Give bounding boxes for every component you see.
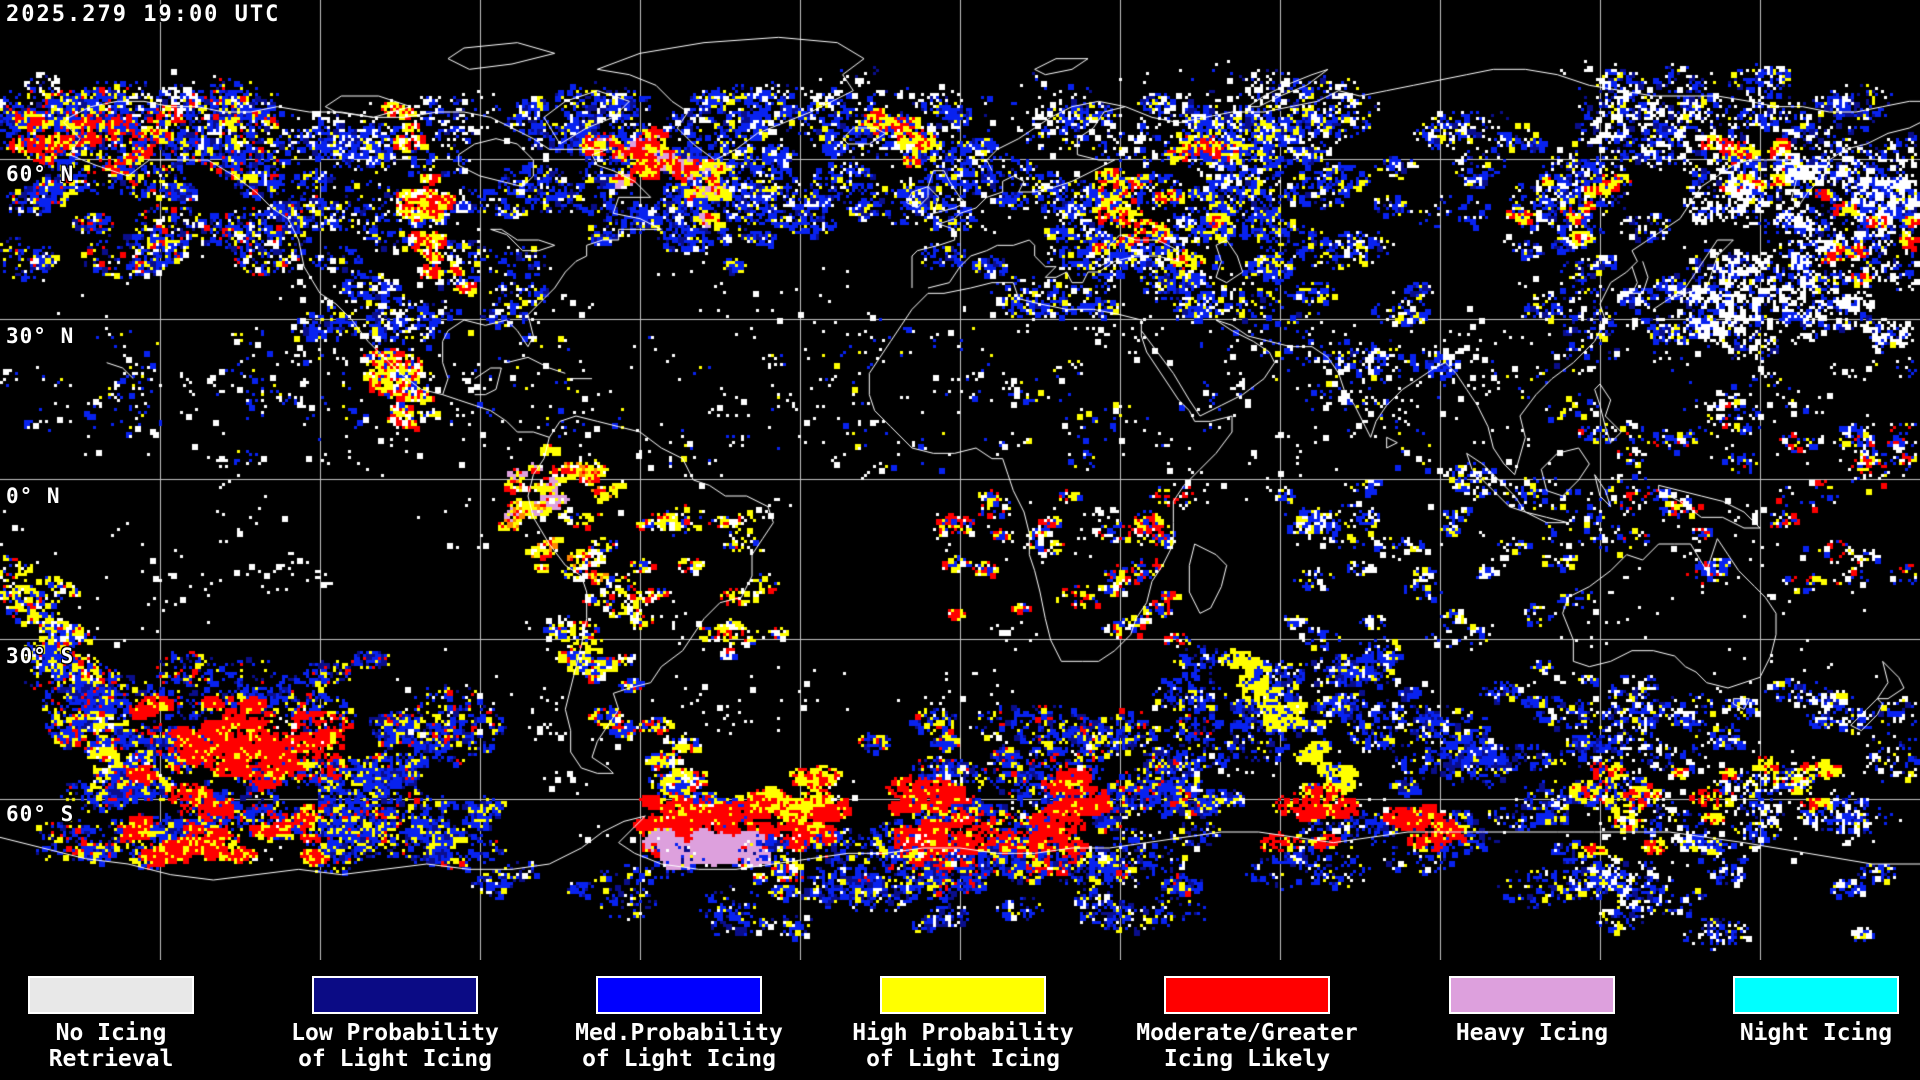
legend-swatch-night <box>1733 976 1899 1014</box>
legend: No Icing Retrieval Low Probability of Li… <box>0 960 1920 1080</box>
lat-label-60n: 60° N <box>6 162 75 186</box>
lat-label-30n: 30° N <box>6 324 75 348</box>
legend-item-low-prob: Low Probability of Light Icing <box>253 976 537 1072</box>
legend-item-no-icing: No Icing Retrieval <box>0 976 253 1072</box>
legend-swatch-moderate <box>1164 976 1330 1014</box>
legend-label: Low Probability <box>291 1020 499 1046</box>
lat-label-60s: 60° S <box>6 802 75 826</box>
legend-label: Retrieval <box>48 1046 174 1072</box>
legend-label: Night Icing <box>1739 1020 1893 1046</box>
legend-label: of Light Icing <box>298 1046 492 1072</box>
legend-label: Med.Probability <box>575 1020 783 1046</box>
legend-label: of Light Icing <box>582 1046 776 1072</box>
legend-label: No Icing <box>55 1020 167 1046</box>
legend-item-high-prob: High Probability of Light Icing <box>821 976 1105 1072</box>
legend-swatch-low-prob <box>312 976 478 1014</box>
legend-item-moderate: Moderate/Greater Icing Likely <box>1105 976 1389 1072</box>
world-map-canvas <box>0 0 1920 960</box>
lat-label-0n: 0° N <box>6 484 61 508</box>
legend-label: of Light Icing <box>866 1046 1060 1072</box>
legend-item-med-prob: Med.Probability of Light Icing <box>537 976 821 1072</box>
lat-label-30s: 30° S <box>6 644 75 668</box>
legend-label: Icing Likely <box>1163 1046 1331 1072</box>
legend-item-heavy: Heavy Icing <box>1390 976 1674 1046</box>
legend-label: Moderate/Greater <box>1136 1020 1358 1046</box>
legend-swatch-heavy <box>1449 976 1615 1014</box>
legend-swatch-med-prob <box>596 976 762 1014</box>
legend-label: High Probability <box>852 1020 1074 1046</box>
legend-item-night: Night Icing <box>1674 976 1920 1046</box>
legend-label: Heavy Icing <box>1455 1020 1609 1046</box>
timestamp: 2025.279 19:00 UTC <box>6 2 281 27</box>
legend-swatch-no-icing <box>28 976 194 1014</box>
legend-swatch-high-prob <box>880 976 1046 1014</box>
